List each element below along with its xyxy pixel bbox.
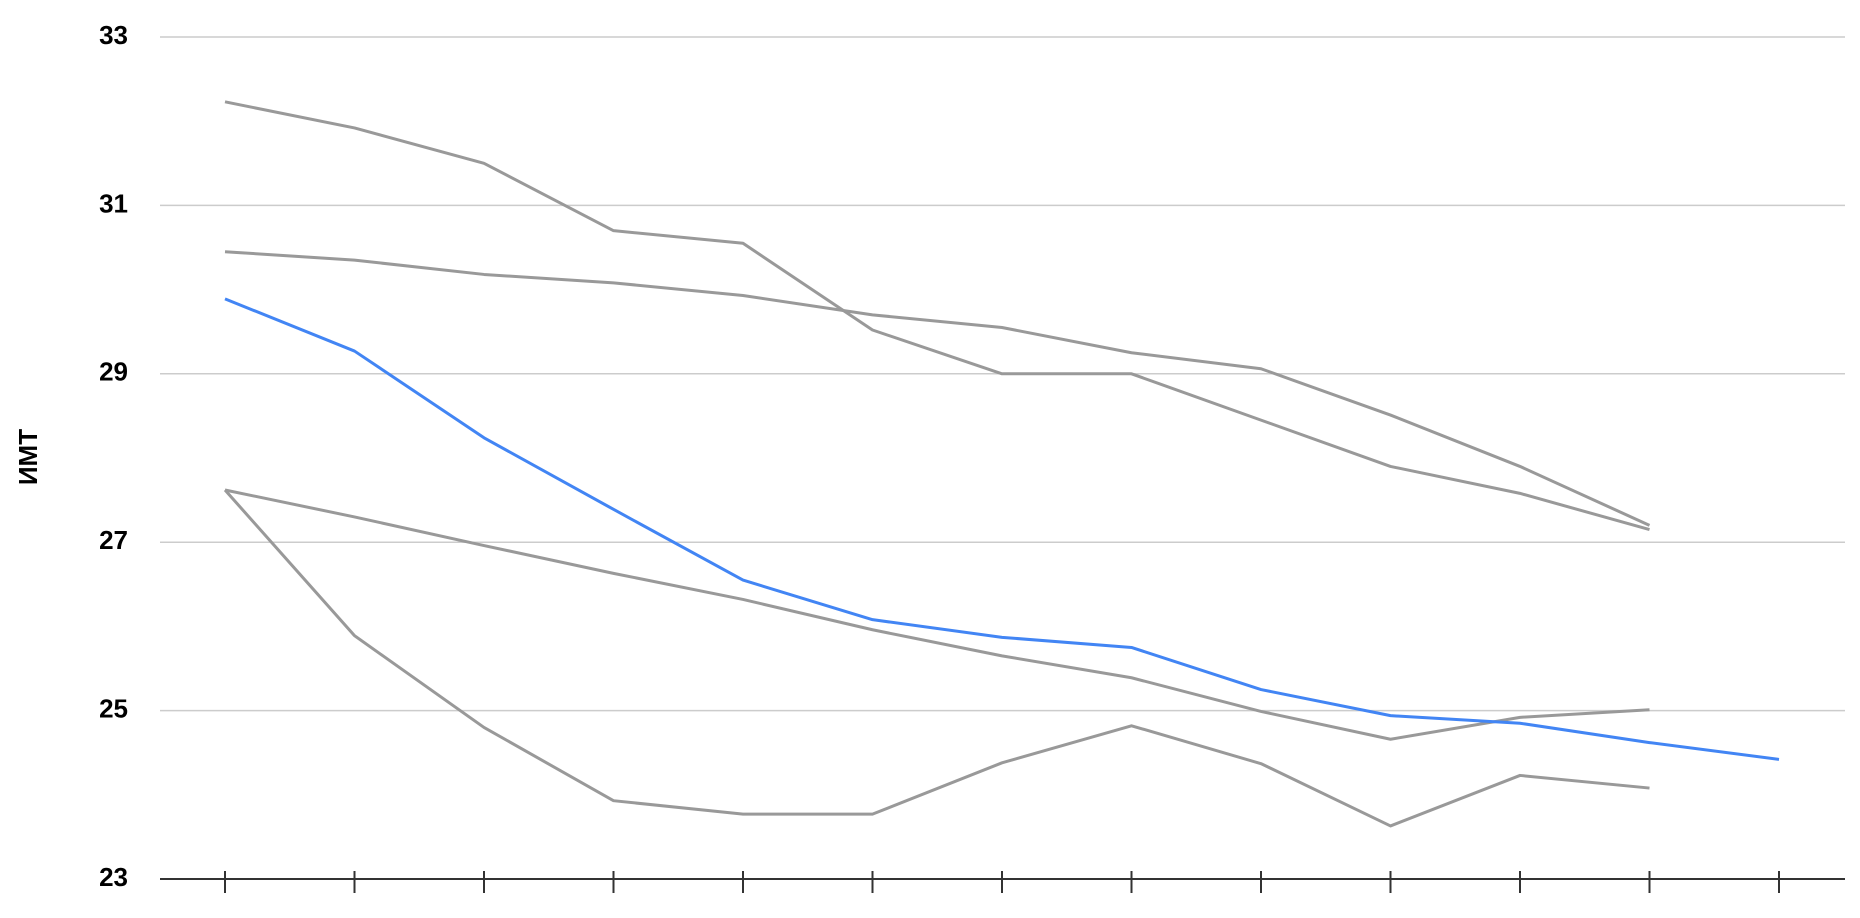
y-tick-label: 23: [99, 862, 128, 892]
series-line: [223, 488, 1650, 828]
series-line: [224, 488, 1650, 741]
series-line: [224, 297, 1780, 761]
y-tick-label: 31: [99, 188, 128, 218]
series-line: [224, 250, 1651, 527]
y-tick-label: 27: [99, 525, 128, 555]
y-tick-label: 33: [99, 20, 128, 50]
y-tick-label: 29: [99, 357, 128, 387]
series-line: [224, 100, 1650, 532]
y-tick-label: 25: [99, 693, 128, 723]
y-axis-label: ИМТ: [13, 429, 43, 485]
